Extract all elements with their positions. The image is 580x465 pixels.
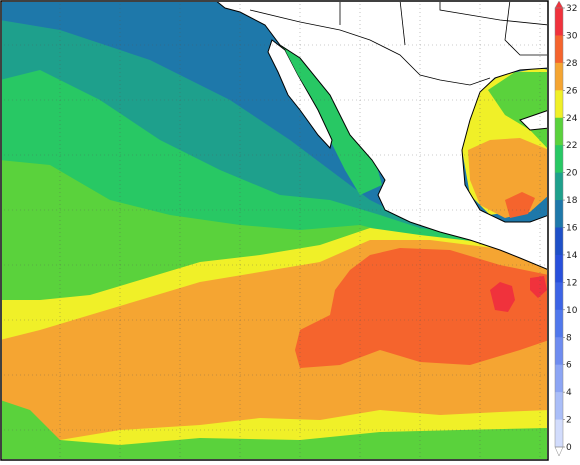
colorbar-tick-label: 28 <box>566 59 578 69</box>
band-sw-22-24 <box>2 402 40 459</box>
band-30-32 <box>490 282 515 312</box>
map-border <box>0 0 549 461</box>
colorbar-tick-label: 24 <box>566 114 578 124</box>
band-south-22-24 <box>2 400 547 459</box>
colorbar-tick-label: 8 <box>566 333 572 343</box>
colorbar-tick-label: 14 <box>566 251 578 261</box>
colorbar-swatch <box>555 35 563 64</box>
colorbar-tick-label: 26 <box>566 86 578 96</box>
colorbar-swatch <box>555 419 563 448</box>
colorbar-swatch <box>555 309 563 338</box>
colorbar-tick-label: 20 <box>566 169 578 179</box>
colorbar-max-arrow <box>554 0 564 9</box>
colorbar-swatch <box>555 200 563 228</box>
colorbar-swatches <box>554 0 564 457</box>
colorbar-swatch <box>555 145 563 174</box>
colorbar-tick-label: 18 <box>566 196 578 206</box>
colorbar-tick-label: 0 <box>566 443 572 453</box>
baja-gulf-water <box>285 50 340 138</box>
colorbar-tick-label: 2 <box>566 416 572 426</box>
colorbar-tick-label: 4 <box>566 388 572 398</box>
colorbar-swatch <box>555 337 563 366</box>
colorbar-swatch <box>555 227 563 256</box>
colorbar-tick-label: 6 <box>566 361 572 371</box>
colorbar-swatch <box>555 117 563 146</box>
colorbar-swatch <box>555 8 563 36</box>
colorbar-tick-label: 10 <box>566 306 578 316</box>
colorbar: 32 30 28 26 24 22 20 18 16 14 12 10 8 6 4 2 0 <box>553 0 580 461</box>
band-28-30 <box>295 248 547 368</box>
colorbar-swatch <box>555 90 563 119</box>
colorbar-swatch <box>555 172 563 201</box>
colorbar-swatch <box>555 364 563 393</box>
colorbar-swatch <box>555 392 563 421</box>
colorbar-tick-label: 22 <box>566 141 577 151</box>
colorbar-swatch <box>555 254 563 283</box>
colorbar-tick-label: 12 <box>566 278 577 288</box>
colorbar-swatch <box>555 62 563 91</box>
land-cuba <box>519 110 547 131</box>
colorbar-tick-label: 30 <box>566 31 578 41</box>
sst-map <box>0 0 549 461</box>
colorbar-swatch <box>555 282 563 311</box>
colorbar-tick-label: 32 <box>566 4 577 14</box>
gulf-28-30 <box>505 192 535 218</box>
gridlines <box>2 2 547 459</box>
band-30-32-b <box>530 276 547 298</box>
colorbar-tick-label: 16 <box>566 224 578 234</box>
colorbar-min-arrow <box>554 446 564 457</box>
country-borders <box>249 2 547 86</box>
